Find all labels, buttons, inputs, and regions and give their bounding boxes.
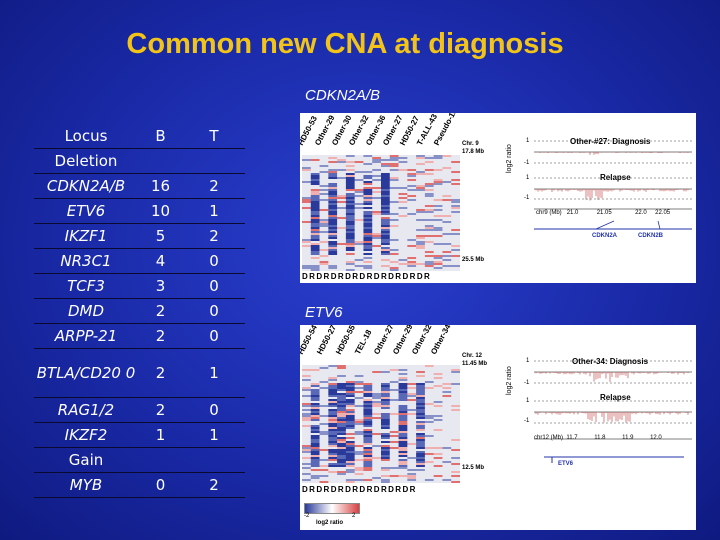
- cdkn2a-tick: 1: [526, 138, 530, 144]
- etv6-plot-title: Other-34: Diagnosis: [572, 357, 649, 366]
- b-cell: 2: [138, 323, 183, 349]
- b-cell: 0: [138, 472, 183, 498]
- t-cell: 0: [183, 248, 245, 274]
- cdkn2a-chr-bottom: 25.5 Mb: [462, 257, 485, 263]
- locus-cell: ARPP-21: [34, 323, 138, 349]
- etv6-xaxis: chr12 (Mb) 11.7 11.8 11.9 12.0: [534, 435, 662, 441]
- scale-label: log2 ratio: [316, 520, 344, 526]
- t-cell: 0: [183, 298, 245, 324]
- header-locus: Locus: [34, 124, 138, 149]
- table-row: IKZF2 1 1: [34, 422, 245, 448]
- etv6-tick: -1: [524, 418, 530, 424]
- header-t: T: [183, 124, 245, 149]
- etv6-relapse-label: Relapse: [600, 393, 631, 402]
- t-cell: 1: [183, 198, 245, 224]
- etv6-tick: 1: [526, 358, 530, 364]
- page-title: Common new CNA at diagnosis: [126, 28, 564, 60]
- cdkn2a-plot: [534, 140, 692, 230]
- column-header: TEL-18: [353, 328, 374, 356]
- cdkn2a-label: CDKN2A/B: [305, 87, 381, 104]
- cdkn2a-tick: -1: [524, 160, 530, 166]
- t-cell: 2: [183, 472, 245, 498]
- cdkn2a-rd-row: DRDRDRDRDRDRDRDRDR: [302, 272, 432, 281]
- cdkn2a-figure: HD50-53 Other-29 Other-30 Other-32 Other-36 O…: [300, 113, 696, 283]
- etv6-gene: ETV6: [558, 461, 574, 467]
- t-cell: 0: [183, 323, 245, 349]
- b-cell: 1: [138, 422, 183, 448]
- scale-max: 2: [352, 513, 356, 519]
- table-row: TCF3 3 0: [34, 273, 245, 299]
- locus-cell: IKZF1: [34, 223, 138, 249]
- locus-cell: DMD: [34, 298, 138, 324]
- t-cell: 1: [183, 348, 245, 398]
- t-cell: 2: [183, 223, 245, 249]
- group-row: Gain: [34, 447, 245, 473]
- table-row: ARPP-21 2 0: [34, 323, 245, 349]
- t-cell: 0: [183, 273, 245, 299]
- etv6-chr-label: Chr. 12: [462, 353, 483, 359]
- table-row: IKZF1 5 2: [34, 223, 245, 249]
- table-row: NR3C1 4 0: [34, 248, 245, 274]
- table-row: MYB 0 2: [34, 472, 245, 498]
- etv6-label: ETV6: [305, 304, 343, 321]
- etv6-figure: HD50-54 HD50-27 HD50-55 TEL-18 Other-27 Other…: [300, 325, 696, 530]
- group-label: Gain: [34, 447, 138, 473]
- b-cell: 2: [138, 298, 183, 324]
- cdkn2a-chr-label: Chr. 9: [462, 141, 479, 147]
- table-row: DMD 2 0: [34, 298, 245, 324]
- cdkn2a-xaxis: chr9 (Mb) 21.0 21.05 22.0 22.05: [536, 210, 671, 216]
- etv6-chr-bottom: 12.5 Mb: [462, 465, 485, 471]
- locus-cell: TCF3: [34, 273, 138, 299]
- scale-min: -2: [304, 513, 310, 519]
- b-cell: 2: [138, 348, 183, 398]
- locus-cell: NR3C1: [34, 248, 138, 274]
- locus-cell: CDKN2A/B: [34, 173, 138, 199]
- cdkn2a-ylabel: log2 ratio: [506, 144, 513, 173]
- table-row: ETV6 10 1: [34, 198, 245, 224]
- etv6-plot: [534, 360, 692, 463]
- table-header-row: Locus B T: [34, 124, 245, 149]
- b-cell: 2: [138, 397, 183, 423]
- etv6-rd-row: DRDRDRDRDRDRDRDR: [302, 485, 417, 494]
- cdkn2b-gene: CDKN2B: [638, 233, 664, 239]
- cdkn2a-tick: -1: [524, 195, 530, 201]
- table-row: RAG1/2 2 0: [34, 397, 245, 423]
- cdkn2a-heatmap: [302, 155, 460, 271]
- cna-table: Locus B T Deletion CDKN2A/B 16 2 ETV6 10 1 IKZF1 5 2…: [34, 124, 245, 498]
- b-cell: 16: [138, 173, 183, 199]
- t-cell: 2: [183, 173, 245, 199]
- header-b: B: [138, 124, 183, 149]
- b-cell: 4: [138, 248, 183, 274]
- cdkn2a-chr-top: 17.8 Mb: [462, 149, 485, 155]
- etv6-heatmap: [302, 365, 460, 483]
- locus-cell: BTLA/CD20 0: [34, 348, 138, 398]
- cdkn2a-gene: CDKN2A: [592, 233, 618, 239]
- etv6-tick: -1: [524, 380, 530, 386]
- b-cell: 5: [138, 223, 183, 249]
- t-cell: 0: [183, 397, 245, 423]
- group-row: Deletion: [34, 148, 245, 174]
- locus-cell: MYB: [34, 472, 138, 498]
- b-cell: 3: [138, 273, 183, 299]
- cdkn2a-plot-title: Other-#27: Diagnosis: [570, 137, 651, 146]
- etv6-chr-top: 11.45 Mb: [462, 361, 488, 367]
- cdkn2a-relapse-label: Relapse: [600, 173, 631, 182]
- cdkn2a-tick: 1: [526, 175, 530, 181]
- color-scale-bar: [304, 503, 360, 514]
- table-row: CDKN2A/B 16 2: [34, 173, 245, 199]
- column-header: Other-34: [429, 325, 453, 356]
- t-cell: 1: [183, 422, 245, 448]
- etv6-tick: 1: [526, 398, 530, 404]
- locus-cell: RAG1/2: [34, 397, 138, 423]
- locus-cell: ETV6: [34, 198, 138, 224]
- etv6-ylabel: log2 ratio: [506, 366, 513, 395]
- b-cell: 10: [138, 198, 183, 224]
- locus-cell: IKZF2: [34, 422, 138, 448]
- group-label: Deletion: [34, 148, 138, 174]
